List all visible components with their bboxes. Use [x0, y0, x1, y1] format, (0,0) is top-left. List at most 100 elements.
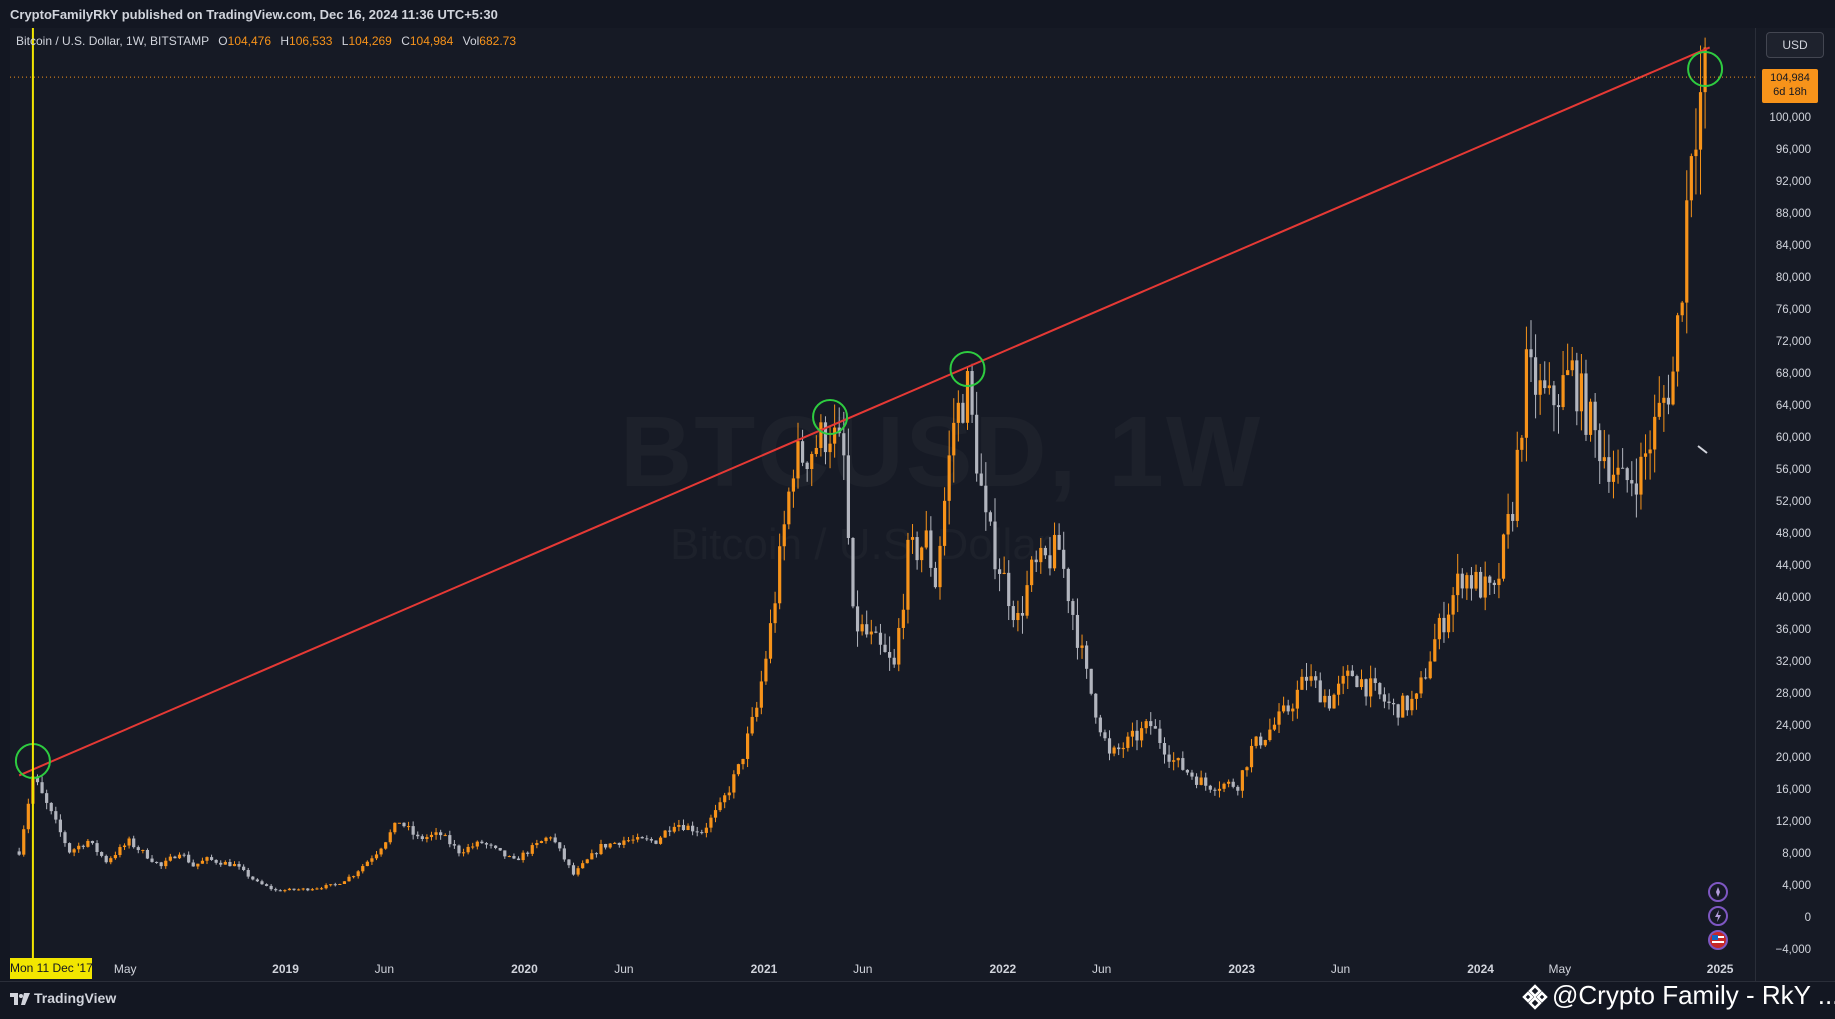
- price-axis[interactable]: [1755, 28, 1835, 981]
- candle: [608, 842, 612, 849]
- price-tick-label: 96,000: [1776, 144, 1811, 156]
- candle: [745, 726, 750, 768]
- candle: [1204, 772, 1208, 791]
- lightning-icon[interactable]: [1708, 906, 1728, 926]
- candle: [1103, 729, 1107, 741]
- candle-body: [1259, 736, 1263, 746]
- candle: [1657, 376, 1661, 420]
- candle: [1634, 458, 1638, 518]
- candle: [571, 862, 576, 876]
- candle-body: [1185, 769, 1190, 773]
- candle: [81, 844, 85, 850]
- peak-marker-circle: [1687, 51, 1724, 87]
- candle-body: [599, 843, 603, 855]
- candle-body: [1149, 721, 1153, 727]
- candle-body: [214, 859, 218, 863]
- time-tick-label: Jun: [375, 962, 394, 976]
- candle: [306, 888, 310, 892]
- flag-icon[interactable]: [1708, 930, 1728, 950]
- candle: [718, 797, 722, 812]
- candle: [113, 851, 117, 860]
- candle: [1085, 640, 1089, 679]
- candle-body: [26, 803, 30, 830]
- candle-body: [1139, 728, 1144, 741]
- candle-body: [897, 627, 901, 665]
- candle: [961, 393, 965, 424]
- candle: [663, 829, 667, 838]
- candle: [1199, 770, 1203, 786]
- candle-body: [727, 792, 731, 796]
- tradingview-brand[interactable]: TradingView: [34, 990, 117, 1006]
- candle-body: [1085, 645, 1089, 669]
- candle-body: [150, 858, 154, 862]
- candle: [732, 770, 736, 799]
- currency-button[interactable]: USD: [1766, 32, 1824, 58]
- chart-plot-area[interactable]: [10, 28, 1755, 981]
- candle-body: [874, 631, 878, 633]
- bar-countdown: 6d 18h: [1773, 86, 1807, 98]
- candle-body: [425, 837, 429, 840]
- candle-body: [1007, 572, 1011, 607]
- price-tick-label: 64,000: [1776, 400, 1811, 412]
- candle-body: [242, 866, 246, 870]
- candle: [1653, 394, 1657, 473]
- candle-body: [1584, 373, 1588, 435]
- candle: [104, 854, 108, 864]
- candle-body: [677, 824, 681, 827]
- candle-body: [878, 632, 883, 645]
- candle: [352, 875, 356, 879]
- candle: [494, 845, 498, 850]
- candle-body: [920, 547, 924, 561]
- candle-body: [1245, 767, 1249, 771]
- candle: [622, 836, 626, 849]
- candle: [86, 839, 90, 848]
- candle-body: [507, 856, 511, 858]
- candle: [384, 841, 388, 850]
- price-tick-label: 56,000: [1776, 464, 1811, 476]
- candle: [1007, 560, 1011, 621]
- candle-body: [35, 776, 40, 783]
- candle: [1446, 603, 1451, 639]
- compass-icon[interactable]: [1708, 882, 1728, 902]
- candle-body: [379, 848, 383, 855]
- candle: [1222, 782, 1226, 793]
- candle-body: [1094, 693, 1098, 718]
- candle: [127, 836, 131, 849]
- candle-body: [287, 888, 292, 891]
- candle: [1158, 720, 1162, 749]
- candle-body: [1327, 695, 1332, 709]
- candle: [397, 822, 402, 824]
- candle: [1488, 575, 1492, 596]
- ohlc-legend: Bitcoin / U.S. Dollar, 1W, BITSTAMP O104…: [16, 34, 516, 48]
- candle: [1382, 687, 1386, 709]
- candle-body: [45, 793, 49, 803]
- candle: [1011, 600, 1015, 628]
- candle-body: [1355, 676, 1359, 688]
- candle: [370, 855, 374, 865]
- candle-body: [1662, 397, 1666, 403]
- candle: [388, 829, 392, 845]
- candle: [1295, 680, 1299, 719]
- candle-body: [961, 402, 965, 423]
- candle: [764, 650, 768, 685]
- candle: [1112, 745, 1116, 757]
- time-tick-label: May: [1548, 962, 1571, 976]
- candle: [1401, 692, 1405, 718]
- candle-body: [901, 609, 905, 628]
- candle-body: [1483, 576, 1487, 598]
- candle-body: [645, 838, 649, 840]
- candle: [1474, 564, 1478, 591]
- candle-body: [1598, 430, 1602, 462]
- candle-body: [1506, 514, 1510, 535]
- candle: [933, 561, 938, 589]
- candle-body: [1272, 724, 1277, 730]
- candle: [984, 462, 988, 531]
- candle: [1181, 751, 1185, 771]
- candle-body: [63, 832, 67, 844]
- candle: [429, 831, 434, 841]
- candle-body: [173, 856, 177, 859]
- candle-body: [1433, 639, 1437, 662]
- candle-body: [1621, 467, 1625, 469]
- candle: [1451, 587, 1455, 633]
